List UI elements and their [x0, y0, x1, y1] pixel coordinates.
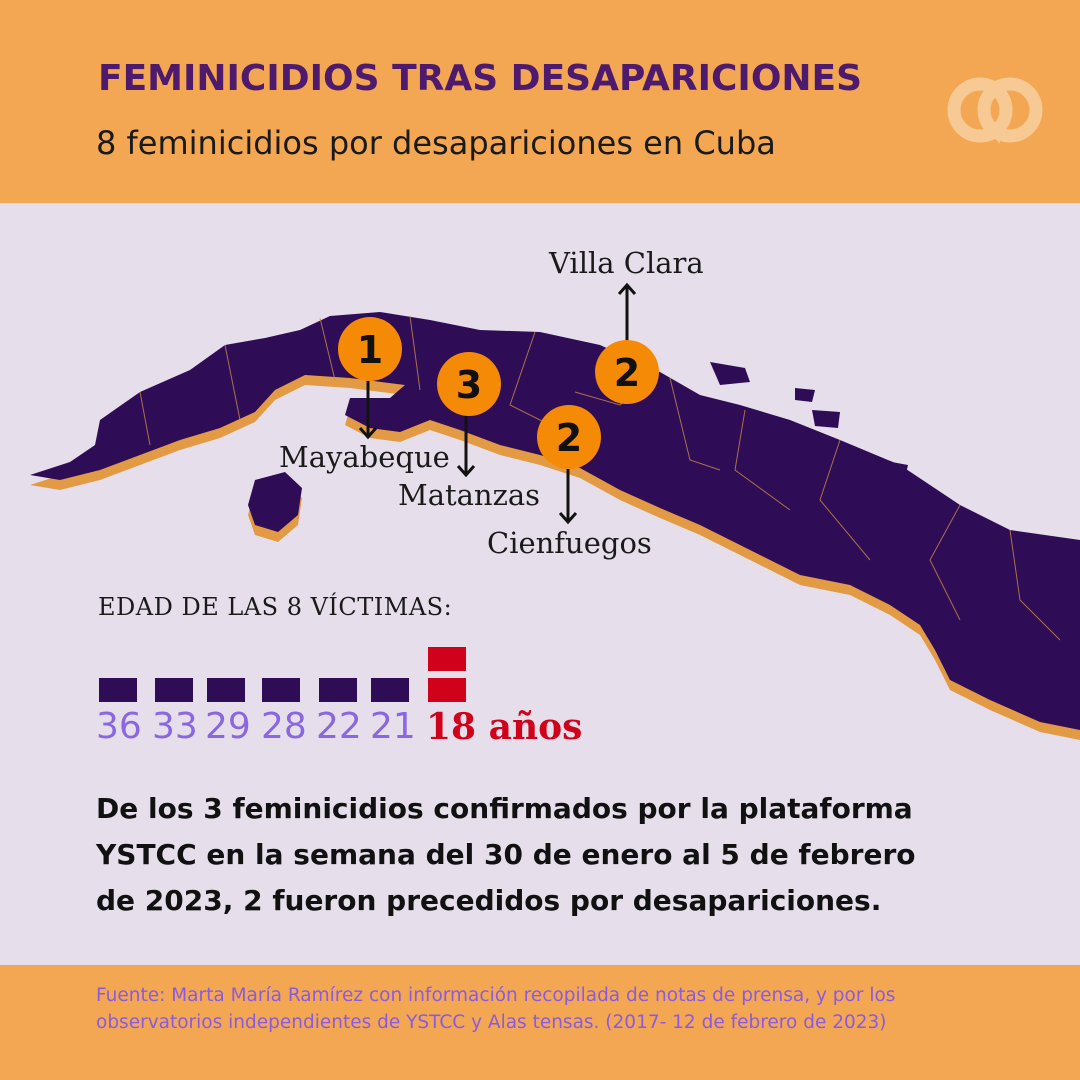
- footer-band: [0, 965, 1080, 1080]
- age-square: [319, 678, 357, 702]
- age-square: [371, 678, 409, 702]
- age-value: 21: [370, 706, 416, 747]
- label-villa-clara: Villa Clara: [549, 246, 704, 280]
- cuba-land: [30, 312, 1080, 730]
- statement-text: De los 3 feminicidios confirmados por la…: [96, 792, 916, 917]
- source-text: Fuente: Marta María Ramírez con informac…: [96, 985, 896, 1033]
- age-square: [99, 678, 137, 702]
- header-band: [0, 0, 1080, 203]
- label-matanzas: Matanzas: [398, 478, 541, 512]
- label-cienfuegos: Cienfuegos: [487, 526, 652, 560]
- age-value: 33: [152, 706, 198, 747]
- label-mayabeque: Mayabeque: [279, 440, 450, 474]
- ages-heading: EDAD DE LAS 8 VÍCTIMAS:: [98, 593, 453, 621]
- age-square: [155, 678, 193, 702]
- age-value: 28: [261, 706, 307, 747]
- age-square: [428, 647, 466, 671]
- age-value-highlight: 18 años: [426, 706, 583, 748]
- age-value: 29: [205, 706, 251, 747]
- page-subtitle: 8 feminicidios por desapariciones en Cub…: [96, 124, 776, 162]
- province-borders: [139, 315, 1061, 641]
- age-square: [428, 678, 466, 702]
- age-value: 22: [316, 706, 362, 747]
- linked-rings-logo-icon: [947, 77, 1043, 144]
- age-square: [207, 678, 245, 702]
- age-value: 36: [96, 706, 142, 747]
- age-square: [262, 678, 300, 702]
- page-title: FEMINICIDIOS TRAS DESAPARICIONES: [98, 58, 863, 99]
